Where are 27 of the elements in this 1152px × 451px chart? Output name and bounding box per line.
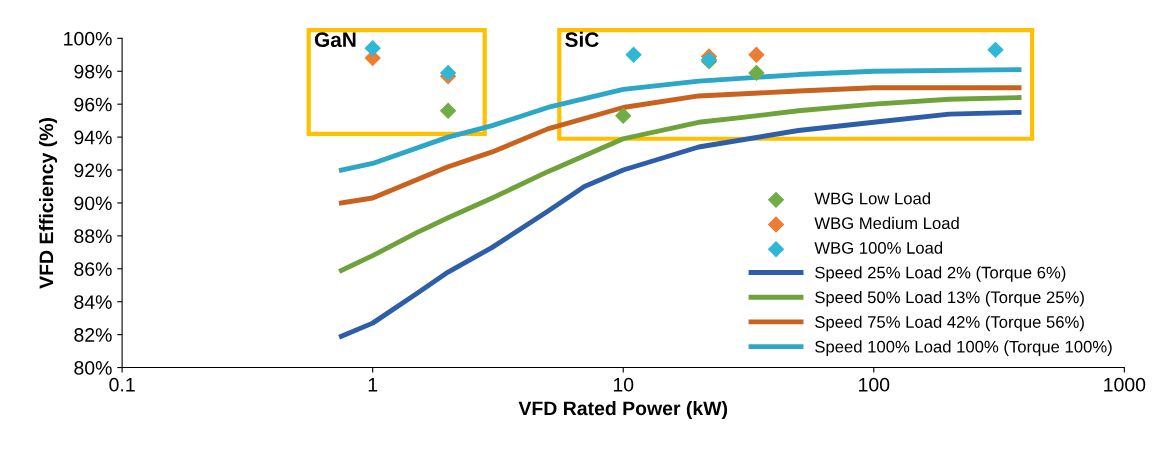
annotation: GaN <box>314 32 356 48</box>
y-tick-label: 88% <box>74 229 112 244</box>
legend-label: WBG Low Load <box>814 192 930 205</box>
y-tick-label: 100% <box>64 31 112 46</box>
legend-label: Speed 100% Load 100% (Torque 100%) <box>815 340 1112 356</box>
y-axis-title: VFD Efficiency (%) <box>38 118 58 289</box>
annotation: SiC <box>565 31 599 48</box>
y-tick-label: 98% <box>74 64 112 79</box>
x-tick-label: 0.1 <box>109 377 135 392</box>
x-tick-label: 100 <box>859 377 890 392</box>
y-tick-label: 92% <box>74 163 112 178</box>
legend-label: WBG Medium Load <box>814 216 959 230</box>
x-tick-label: 1 <box>368 378 378 392</box>
y-tick-label: 86% <box>74 262 112 277</box>
x-tick-label: 1000 <box>1104 377 1146 392</box>
y-tick-label: 90% <box>74 196 112 211</box>
y-tick-label: 96% <box>74 97 112 112</box>
legend-label: Speed 50% Load 13% (Torque 25%) <box>815 290 1084 307</box>
legend-label: Speed 25% Load 2% (Torque 6%) <box>815 266 1066 282</box>
y-tick-label: 80% <box>74 361 112 375</box>
x-tick-label: 10 <box>613 377 634 392</box>
x-axis-title: VFD Rated Power (kW) <box>518 400 728 420</box>
y-tick-label: 84% <box>74 295 112 309</box>
legend-label: WBG 100% Load <box>814 241 943 254</box>
legend-label: Speed 75% Load 42% (Torque 56%) <box>815 315 1084 332</box>
y-tick-label: 82% <box>74 328 112 342</box>
y-tick-label: 94% <box>74 130 112 145</box>
